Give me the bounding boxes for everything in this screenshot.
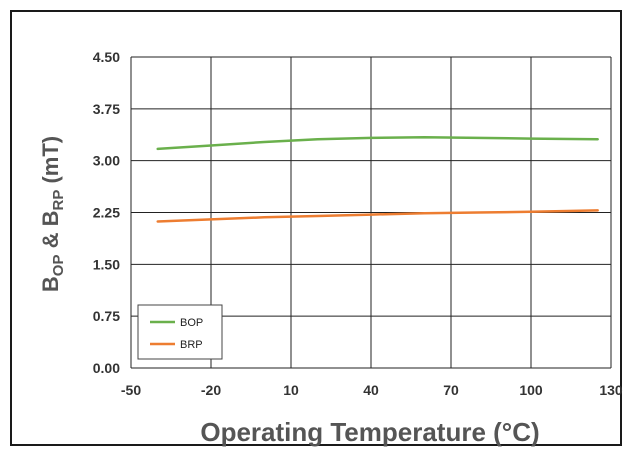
x-tick-label: -20 (201, 382, 221, 398)
y-tick-label: 3.75 (93, 101, 120, 117)
x-tick-label: 130 (599, 382, 623, 398)
series-line-bop (156, 135, 599, 151)
y-axis-title: BOP & BRP (mT) (38, 136, 67, 292)
y-tick-label: 0.00 (93, 360, 120, 376)
y-tick-labels: 0.00 0.75 1.50 2.25 3.00 3.75 4.50 (93, 49, 120, 376)
x-axis-title: Operating Temperature (°C) (200, 417, 539, 447)
y-tick-label: 2.25 (93, 205, 120, 221)
x-tick-label: 40 (363, 382, 379, 398)
y-tick-label: 3.00 (93, 153, 120, 169)
x-tick-label: -50 (121, 382, 141, 398)
x-tick-label: 10 (283, 382, 299, 398)
legend-label-bop: BOP (180, 317, 203, 329)
x-tick-label: 70 (443, 382, 459, 398)
y-tick-label: 0.75 (93, 308, 120, 324)
series-lines (156, 135, 599, 223)
legend-box (137, 304, 223, 360)
y-tick-label: 1.50 (93, 256, 120, 272)
x-tick-labels: -50 -20 10 40 70 100 130 (121, 382, 623, 398)
legend: BOP BRP (137, 304, 223, 360)
series-line-brp (156, 209, 599, 223)
x-tick-label: 100 (519, 382, 543, 398)
chart-frame (10, 10, 622, 446)
legend-label-brp: BRP (180, 339, 203, 351)
y-tick-label: 4.50 (93, 49, 120, 65)
